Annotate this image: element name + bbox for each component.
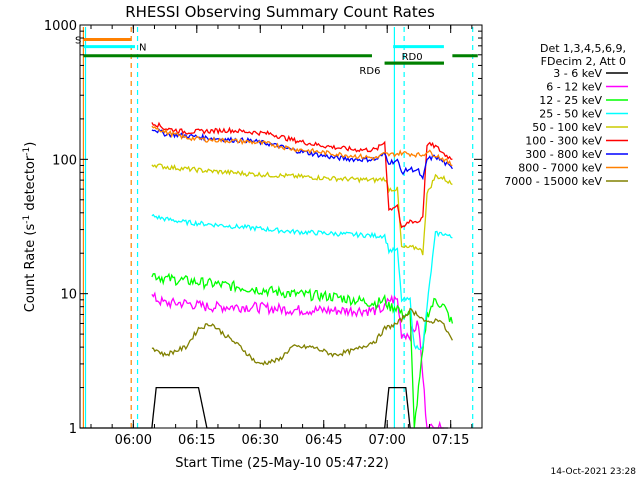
legend-entry: 25 - 50 keV [539,108,602,121]
legend-entry: 12 - 25 keV [539,94,602,107]
x-tick-label: 06:15 [178,433,215,448]
series-line-3 [151,213,453,351]
series-line-2 [151,272,454,429]
y-tick-label: 10 [60,288,77,303]
legend-entry: 800 - 7000 keV [518,162,602,175]
footer-date: 14-Oct-2021 23:28 [551,467,637,477]
y-tick-label: 100 [52,153,77,168]
y-axis-label: Count Rate (s-1 detector-1) [22,142,38,313]
y-tick-label: 1 [69,422,77,437]
series-line-0 [80,386,449,429]
series-line-7 [151,125,453,167]
legend-entry: 50 - 100 keV [532,121,602,134]
x-tick-label: 06:00 [115,433,152,448]
series-line-6 [151,128,453,181]
plot-area: S N RD0 RD6 [75,27,478,429]
x-tick-label: 06:45 [305,433,342,448]
legend-entry: 300 - 800 keV [525,148,602,161]
x-axis: 06:00 06:15 06:30 06:45 07:00 07:15 [90,25,473,448]
x-tick-label: 07:15 [432,433,469,448]
legend-entry: 6 - 12 keV [546,81,602,94]
legend-header: FDecim 2, Att 0 [541,55,626,68]
series-line-5 [151,121,453,229]
y-axis: 1 10 100 1000 [44,19,482,437]
legend-entry: 7000 - 15000 keV [504,175,602,188]
legend-header: Det 1,3,4,5,6,9, [540,42,626,55]
series-line-8 [151,307,453,366]
series-line-1 [151,291,444,429]
annotation-label: S [75,35,81,46]
x-tick-label: 06:30 [242,433,279,448]
series-line-4 [151,163,453,256]
legend-entry: 100 - 300 keV [525,135,602,148]
annotation-label: RD0 [402,52,423,63]
annotation-label: N [139,43,146,54]
annotation-label: RD6 [359,66,380,77]
chart-title: RHESSI Observing Summary Count Rates [125,3,435,21]
y-tick-label: 1000 [44,19,77,34]
x-axis-label: Start Time (25-May-10 05:47:22) [175,456,389,471]
legend-entry: 3 - 6 keV [553,67,602,80]
legend: Det 1,3,4,5,6,9,FDecim 2, Att 03 - 6 keV… [504,42,628,188]
x-tick-label: 07:00 [368,433,405,448]
